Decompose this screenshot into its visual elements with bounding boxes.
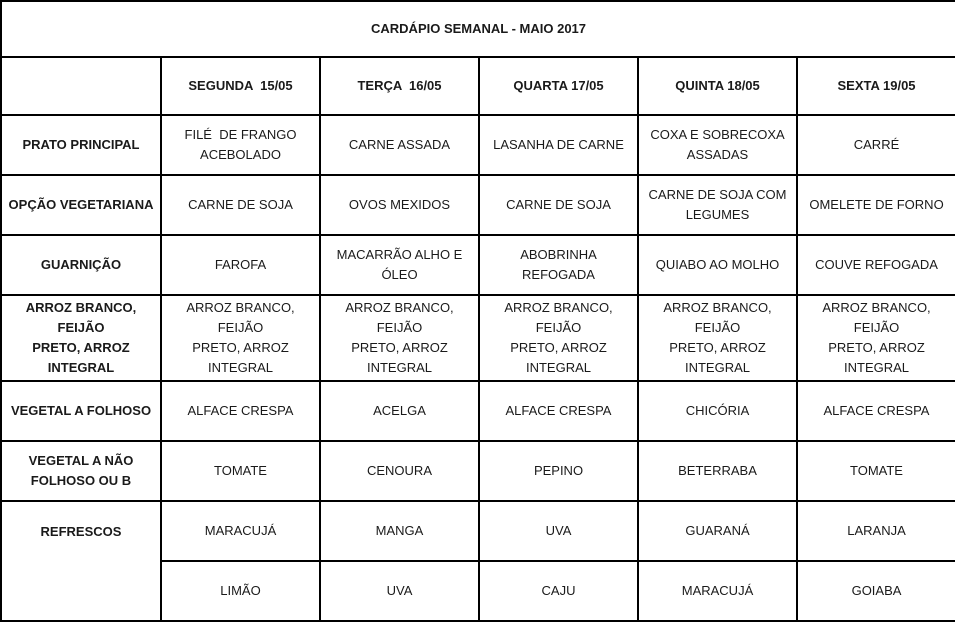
menu-cell: ACELGA bbox=[319, 380, 480, 442]
menu-cell: OVOS MEXIDOS bbox=[319, 174, 480, 236]
row-label-refrescos: REFRESCOS bbox=[0, 500, 162, 622]
menu-cell: COUVE REFOGADA bbox=[795, 234, 955, 296]
corner-cell bbox=[0, 56, 162, 116]
menu-cell: ARROZ BRANCO, FEIJÃO PRETO, ARROZ INTEGR… bbox=[795, 294, 955, 382]
row-label-vegetal-nao-folhoso: VEGETAL A NÃO FOLHOSO OU B bbox=[0, 440, 162, 502]
row-label-opcao-vegetariana: OPÇÃO VEGETARIANA bbox=[0, 174, 162, 236]
menu-cell: TOMATE bbox=[160, 440, 321, 502]
menu-cell: BETERRABA bbox=[637, 440, 798, 502]
menu-cell: ARROZ BRANCO, FEIJÃO PRETO, ARROZ INTEGR… bbox=[478, 294, 639, 382]
menu-cell: MARACUJÁ bbox=[160, 500, 321, 562]
title-row: CARDÁPIO SEMANAL - MAIO 2017 bbox=[0, 0, 955, 58]
menu-cell: ARROZ BRANCO, FEIJÃO PRETO, ARROZ INTEGR… bbox=[319, 294, 480, 382]
menu-cell: LARANJA bbox=[795, 500, 955, 562]
menu-cell: LIMÃO bbox=[160, 560, 321, 622]
menu-cell: CARNE DE SOJA bbox=[478, 174, 639, 236]
menu-cell: ALFACE CRESPA bbox=[478, 380, 639, 442]
menu-cell: UVA bbox=[478, 500, 639, 562]
day-header-wednesday: QUARTA 17/05 bbox=[478, 56, 639, 116]
row-opcao-vegetariana: OPÇÃO VEGETARIANA CARNE DE SOJA OVOS MEX… bbox=[0, 174, 955, 236]
menu-cell: MARACUJÁ bbox=[637, 560, 798, 622]
day-header-thursday: QUINTA 18/05 bbox=[637, 56, 798, 116]
menu-cell: COXA E SOBRECOXA ASSADAS bbox=[637, 114, 798, 176]
menu-cell: ABOBRINHA REFOGADA bbox=[478, 234, 639, 296]
menu-cell: CHICÓRIA bbox=[637, 380, 798, 442]
menu-cell: CARNE ASSADA bbox=[319, 114, 480, 176]
menu-cell: CAJU bbox=[478, 560, 639, 622]
menu-cell: UVA bbox=[319, 560, 480, 622]
row-label-guarnicao: GUARNIÇÃO bbox=[0, 234, 162, 296]
header-row: SEGUNDA 15/05 TERÇA 16/05 QUARTA 17/05 Q… bbox=[0, 56, 955, 116]
menu-cell: QUIABO AO MOLHO bbox=[637, 234, 798, 296]
menu-cell: MACARRÃO ALHO E ÓLEO bbox=[319, 234, 480, 296]
row-label-prato-principal: PRATO PRINCIPAL bbox=[0, 114, 162, 176]
row-refrescos-1: REFRESCOS MARACUJÁ MANGA UVA GUARANÁ LAR… bbox=[0, 500, 955, 622]
day-header-monday: SEGUNDA 15/05 bbox=[160, 56, 321, 116]
row-label-arroz-feijao: ARROZ BRANCO, FEIJÃO PRETO, ARROZ INTEGR… bbox=[0, 294, 162, 382]
menu-cell: CARNE DE SOJA bbox=[160, 174, 321, 236]
menu-cell: ARROZ BRANCO, FEIJÃO PRETO, ARROZ INTEGR… bbox=[637, 294, 798, 382]
menu-cell: CARRÉ bbox=[795, 114, 955, 176]
menu-cell: GUARANÁ bbox=[637, 500, 798, 562]
menu-cell: CARNE DE SOJA COM LEGUMES bbox=[637, 174, 798, 236]
page-title: CARDÁPIO SEMANAL - MAIO 2017 bbox=[0, 0, 955, 58]
menu-cell: FAROFA bbox=[160, 234, 321, 296]
menu-cell: PEPINO bbox=[478, 440, 639, 502]
row-guarnicao: GUARNIÇÃO FAROFA MACARRÃO ALHO E ÓLEO AB… bbox=[0, 234, 955, 296]
row-arroz-feijao: ARROZ BRANCO, FEIJÃO PRETO, ARROZ INTEGR… bbox=[0, 294, 955, 382]
menu-cell: GOIABA bbox=[795, 560, 955, 622]
row-label-vegetal-folhoso: VEGETAL A FOLHOSO bbox=[0, 380, 162, 442]
menu-cell: OMELETE DE FORNO bbox=[795, 174, 955, 236]
day-header-friday: SEXTA 19/05 bbox=[795, 56, 955, 116]
row-vegetal-nao-folhoso: VEGETAL A NÃO FOLHOSO OU B TOMATE CENOUR… bbox=[0, 440, 955, 502]
row-prato-principal: PRATO PRINCIPAL FILÉ DE FRANGO ACEBOLADO… bbox=[0, 114, 955, 176]
row-vegetal-folhoso: VEGETAL A FOLHOSO ALFACE CRESPA ACELGA A… bbox=[0, 380, 955, 442]
menu-cell: LASANHA DE CARNE bbox=[478, 114, 639, 176]
menu-cell: FILÉ DE FRANGO ACEBOLADO bbox=[160, 114, 321, 176]
day-header-tuesday: TERÇA 16/05 bbox=[319, 56, 480, 116]
menu-cell: MANGA bbox=[319, 500, 480, 562]
menu-cell: ARROZ BRANCO, FEIJÃO PRETO, ARROZ INTEGR… bbox=[160, 294, 321, 382]
menu-cell: TOMATE bbox=[795, 440, 955, 502]
menu-cell: ALFACE CRESPA bbox=[795, 380, 955, 442]
menu-cell: CENOURA bbox=[319, 440, 480, 502]
menu-cell: ALFACE CRESPA bbox=[160, 380, 321, 442]
